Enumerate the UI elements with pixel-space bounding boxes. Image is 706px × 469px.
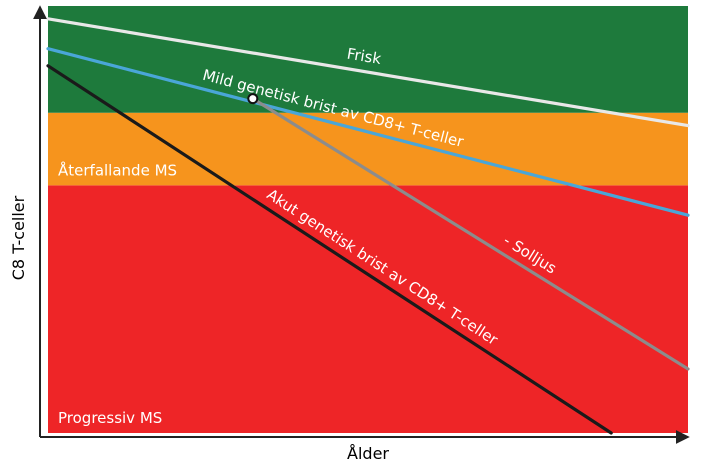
zone-band (48, 112, 688, 186)
lines-layer (46, 17, 690, 435)
zone-band (48, 6, 688, 113)
zone-label: Återfallande MS (58, 160, 177, 179)
zones-layer (48, 6, 688, 433)
x-axis-label: Ålder (347, 444, 389, 463)
series-line (46, 17, 690, 128)
series-line (251, 97, 690, 371)
branch-point-marker (247, 93, 259, 105)
zone-band (48, 185, 688, 433)
series-line (46, 64, 613, 435)
series-label-group: Frisk (346, 45, 383, 68)
y-axis-label: C8 T-celler (9, 195, 28, 280)
axes: Ålder C8 T-celler (9, 5, 690, 463)
series-line (46, 47, 690, 217)
series-label: Frisk (346, 45, 383, 68)
zone-label: Progressiv MS (58, 409, 162, 427)
